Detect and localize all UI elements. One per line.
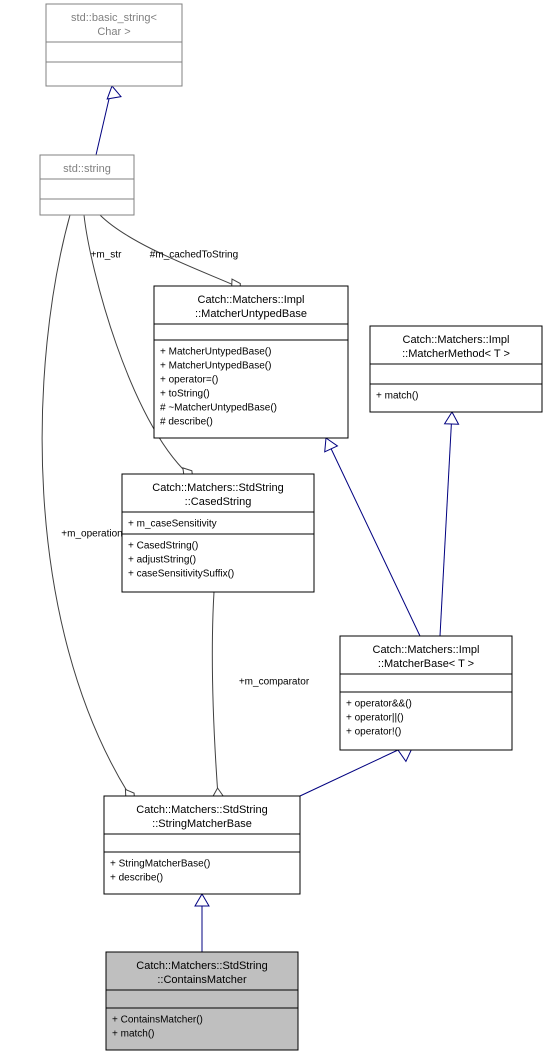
class-node-matcher_method: Catch::Matchers::Impl::MatcherMethod< T …: [370, 326, 542, 412]
class-member: + MatcherUntypedBase(): [160, 361, 271, 372]
edge: [195, 894, 209, 952]
class-member: + match(): [376, 391, 419, 402]
edge-label: +m_comparator: [239, 677, 310, 688]
class-member: + toString(): [160, 389, 210, 400]
class-title: Catch::Matchers::Impl: [198, 294, 305, 306]
class-node-cased_string: Catch::Matchers::StdString::CasedString+…: [122, 474, 314, 592]
class-member: + operator&&(): [346, 699, 412, 710]
class-title: Char >: [97, 26, 130, 38]
class-member: + m_caseSensitivity: [128, 519, 217, 530]
uml-diagram: +m_str #m_cachedToString +m_operation +m_co…: [0, 0, 550, 1060]
class-node-std_string: std::string: [40, 155, 134, 215]
class-title: ::CasedString: [185, 496, 252, 508]
class-node-basic_string: std::basic_string<Char >: [46, 4, 182, 86]
class-member: + operator||(): [346, 713, 404, 724]
class-node-matcher_base: Catch::Matchers::Impl::MatcherBase< T >+…: [340, 636, 512, 750]
class-member: + operator=(): [160, 375, 218, 386]
class-title: ::StringMatcherBase: [152, 818, 252, 830]
edge: [96, 86, 121, 155]
class-member: + caseSensitivitySuffix(): [128, 569, 234, 580]
class-member: + operator!(): [346, 727, 401, 738]
class-title: ::ContainsMatcher: [157, 974, 247, 986]
class-member: + describe(): [110, 873, 163, 884]
edge-label: +m_str: [91, 250, 123, 261]
class-member: + adjustString(): [128, 555, 196, 566]
edge: +m_comparator: [212, 592, 309, 804]
class-title: ::MatcherBase< T >: [378, 658, 474, 670]
class-member: + match(): [112, 1029, 155, 1040]
class-member: # ~MatcherUntypedBase(): [160, 403, 277, 414]
edge: [325, 438, 420, 636]
class-title: Catch::Matchers::Impl: [373, 644, 480, 656]
edge: [300, 749, 412, 796]
class-title: Catch::Matchers::Impl: [403, 334, 510, 346]
edge: +m_operation: [42, 215, 134, 803]
class-node-contains_matcher: Catch::Matchers::StdString::ContainsMatc…: [106, 952, 298, 1050]
class-title: std::basic_string<: [71, 12, 157, 24]
class-title: std::string: [63, 163, 111, 175]
class-node-matcher_untyped: Catch::Matchers::Impl::MatcherUntypedBas…: [154, 286, 348, 438]
class-member: + ContainsMatcher(): [112, 1015, 203, 1026]
class-title: ::MatcherUntypedBase: [195, 308, 307, 320]
class-title: ::MatcherMethod< T >: [402, 348, 510, 360]
class-member: + MatcherUntypedBase(): [160, 347, 271, 358]
edge: [440, 412, 459, 636]
class-title: Catch::Matchers::StdString: [136, 804, 267, 816]
edge-label: +m_operation: [61, 529, 122, 540]
class-title: Catch::Matchers::StdString: [136, 960, 267, 972]
class-title: Catch::Matchers::StdString: [152, 482, 283, 494]
class-member: # describe(): [160, 417, 213, 428]
class-node-string_matcher_base: Catch::Matchers::StdString::StringMatche…: [104, 796, 300, 894]
class-member: + StringMatcherBase(): [110, 859, 210, 870]
class-member: + CasedString(): [128, 541, 198, 552]
edge-label: #m_cachedToString: [150, 250, 238, 261]
